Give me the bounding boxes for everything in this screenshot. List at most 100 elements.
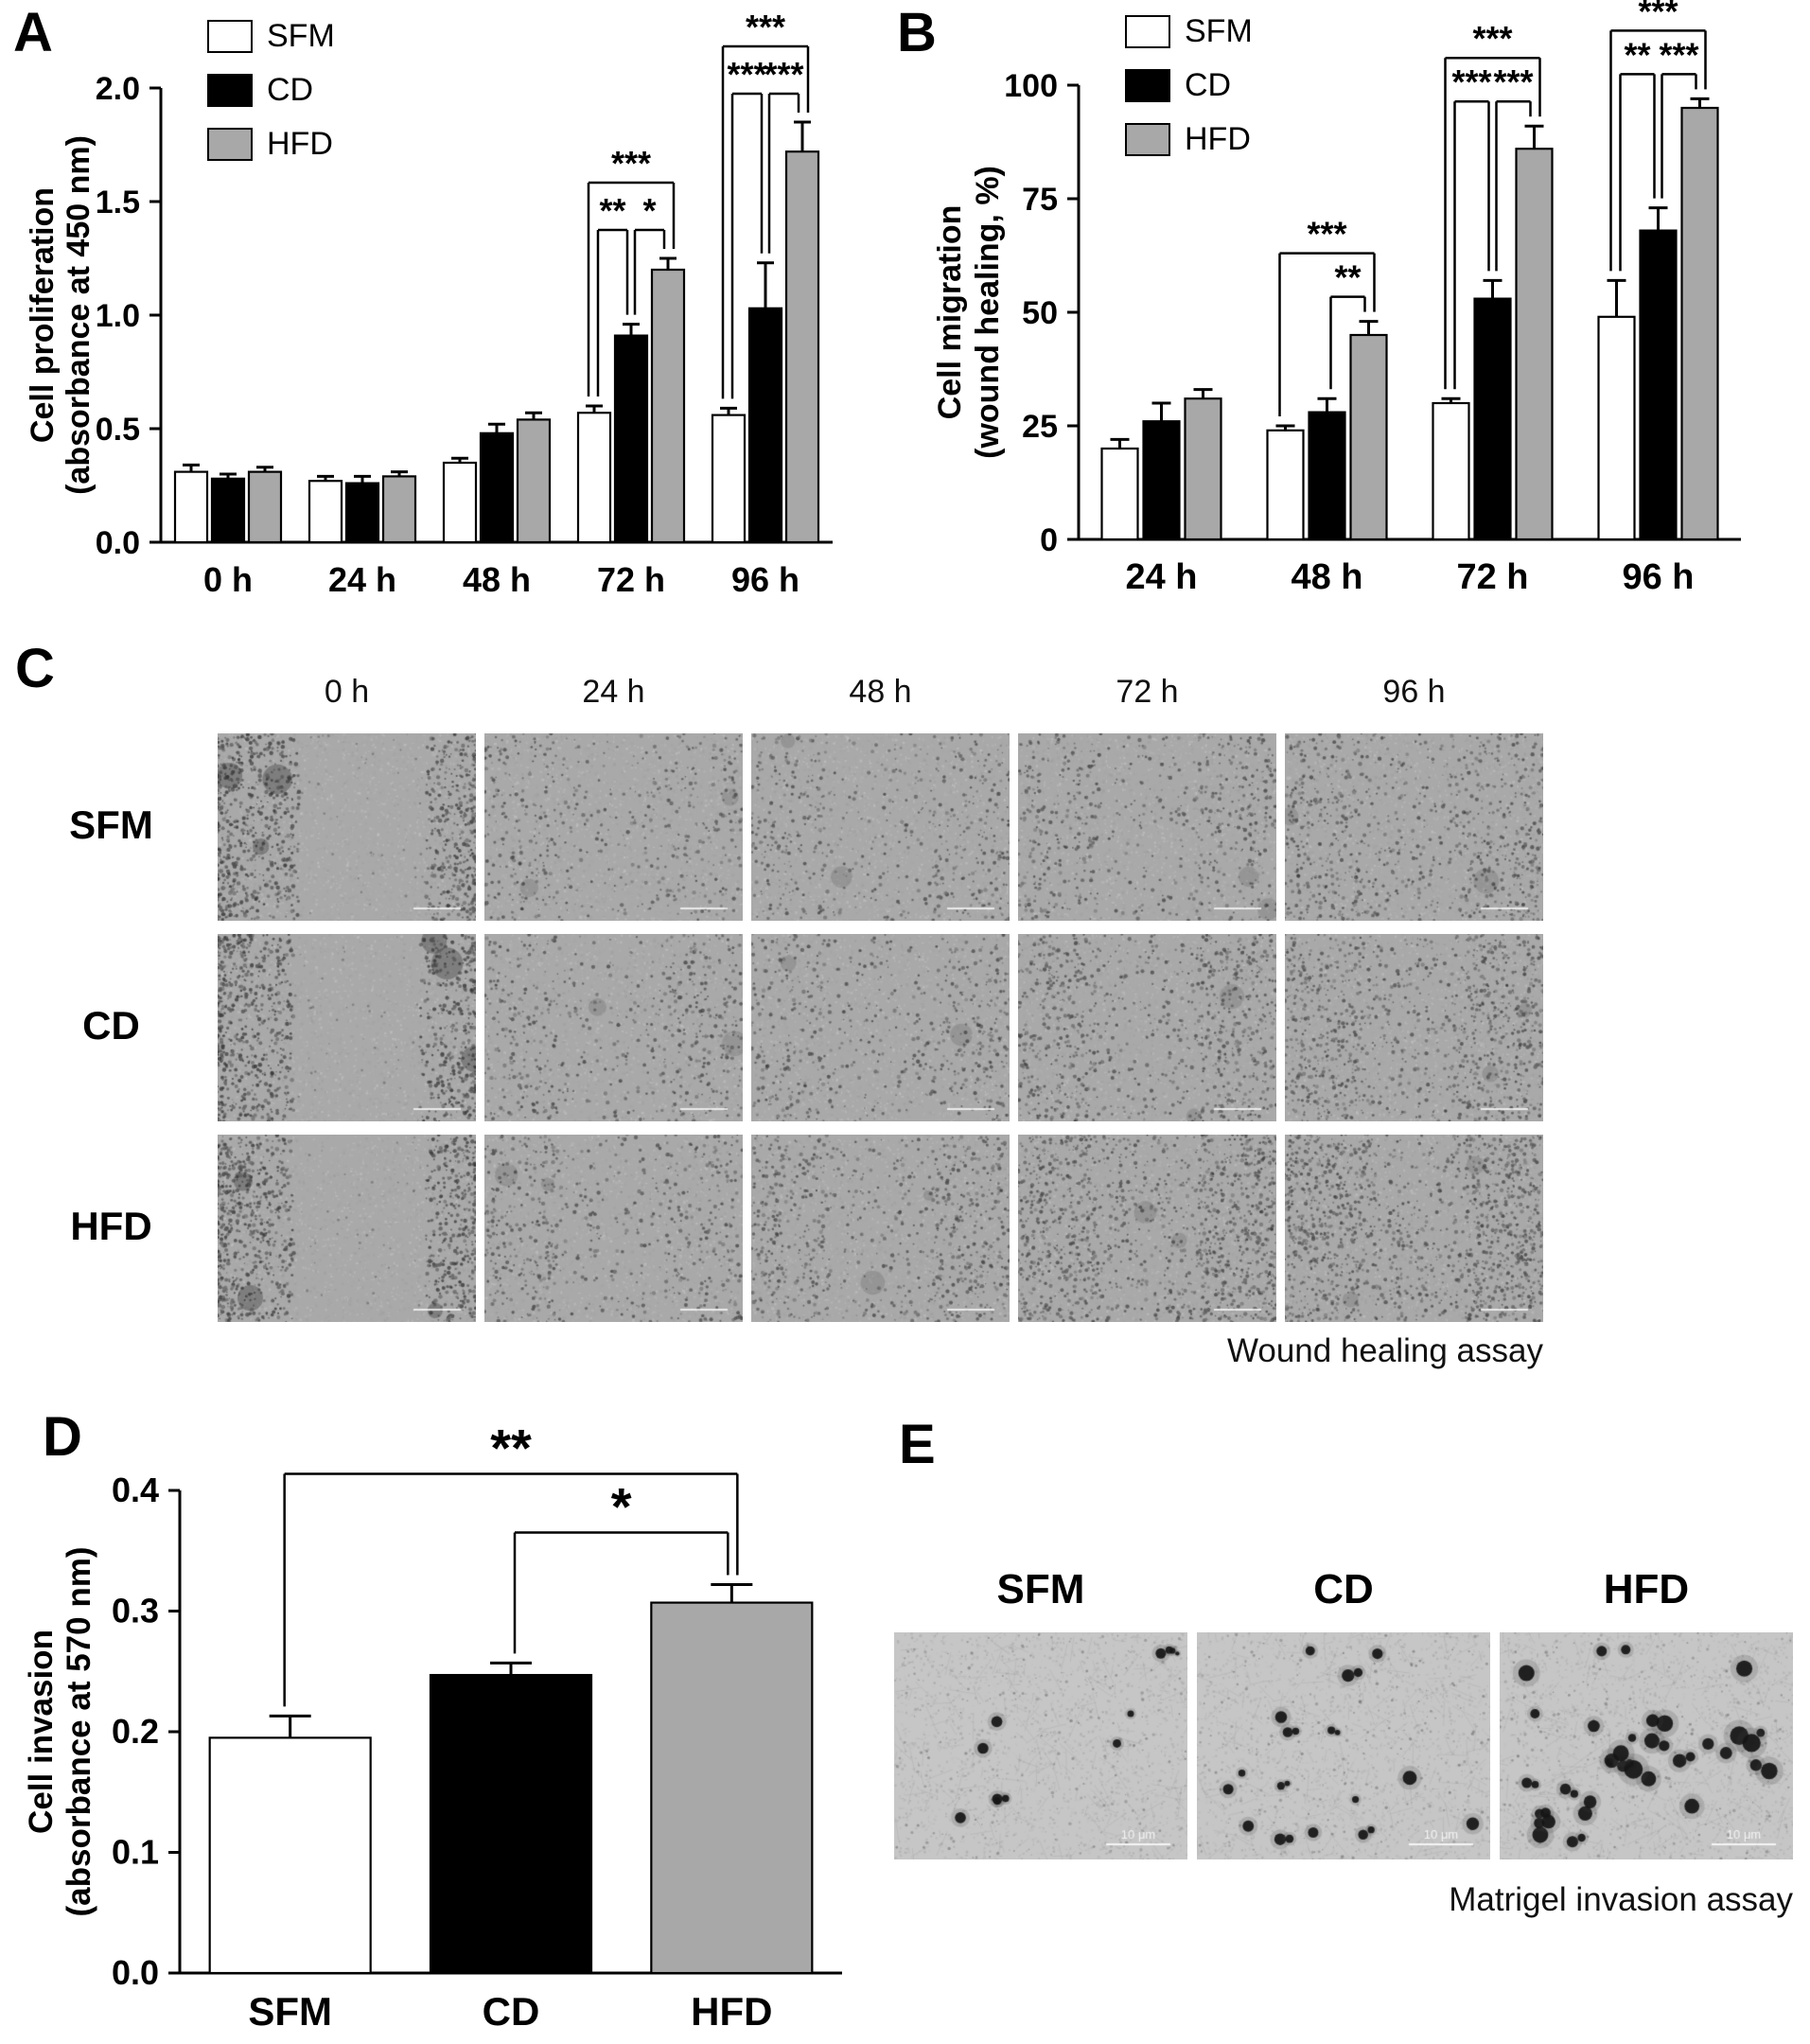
c-col-header-96h: 96 h (1382, 674, 1446, 710)
bar-CD (613, 334, 649, 544)
bar-CD (1639, 229, 1678, 541)
matrigel-invasion-caption: Matrigel invasion assay (1449, 1881, 1793, 1918)
c-col-header-0h: 0 h (324, 674, 370, 710)
wound-micrograph-CD-96h (1285, 934, 1543, 1121)
bar-HFD (650, 268, 686, 544)
x-tick-label: 72 h (597, 560, 665, 599)
c-col-header-48h: 48 h (849, 674, 912, 710)
x-tick-label: 0 h (203, 560, 253, 599)
y-tick-label: 25 (1022, 409, 1058, 445)
c-col-header-72h: 72 h (1116, 674, 1179, 710)
significance-label: *** (1659, 35, 1698, 74)
legend-label: SFM (1185, 13, 1253, 49)
significance-label: ** (490, 1418, 532, 1477)
y-axis-title: (absorbance at 570 nm) (61, 1547, 97, 1917)
c-row-label-cd: CD (82, 1003, 140, 1048)
legend-swatch-SFM (207, 20, 253, 53)
bar-CD (1142, 420, 1181, 541)
bar-SFM (208, 1736, 372, 1975)
x-tick-label: HFD (691, 1989, 772, 2034)
significance-label: *** (611, 144, 651, 183)
y-tick-label: 1.0 (96, 298, 140, 334)
significance-label: *** (1638, 0, 1678, 30)
significance-label: *** (1472, 19, 1512, 58)
bar-CD (1308, 411, 1346, 541)
wound-micrograph-CD-72h (1018, 934, 1276, 1121)
significance-label: *** (727, 55, 766, 94)
wound-micrograph-HFD-24h (484, 1135, 743, 1322)
legend-swatch-SFM (1125, 15, 1170, 48)
y-tick-label: 0.0 (112, 1953, 159, 1992)
e-col-label-hfd: HFD (1603, 1566, 1690, 1612)
y-axis-title: Cell migration (932, 205, 968, 420)
bar-SFM (1597, 315, 1636, 541)
panel-a-label: A (13, 2, 53, 63)
panel-b-label: B (897, 2, 937, 63)
bar-HFD (1349, 333, 1388, 541)
significance-label: * (611, 1476, 632, 1536)
significance-label: ** (599, 191, 625, 230)
y-tick-label: 100 (1004, 68, 1058, 104)
x-tick-label: 24 h (328, 560, 396, 599)
significance-label: ** (1334, 258, 1361, 297)
c-row-label-sfm: SFM (69, 802, 153, 847)
wound-micrograph-SFM-96h (1285, 733, 1543, 921)
panel-d-label: D (43, 1406, 82, 1468)
legend-label: CD (1185, 67, 1231, 103)
y-tick-label: 0 (1040, 522, 1058, 558)
x-tick-label: 48 h (1291, 557, 1362, 597)
bar-HFD (1680, 106, 1719, 541)
legend-label: CD (267, 72, 313, 108)
y-axis-title: Cell proliferation (25, 187, 61, 443)
bar-HFD (784, 150, 820, 544)
y-tick-label: 75 (1022, 182, 1058, 218)
bar-CD (344, 482, 380, 544)
bar-CD (210, 477, 246, 544)
y-axis-title: (wound healing, %) (970, 166, 1006, 459)
e-col-label-sfm: SFM (996, 1566, 1085, 1612)
wound-micrograph-HFD-72h (1018, 1135, 1276, 1322)
significance-label: * (642, 191, 656, 230)
significance-label: *** (1451, 62, 1491, 101)
wound-micrograph-CD-48h (751, 934, 1010, 1121)
bar-SFM (1100, 447, 1139, 541)
legend-swatch-CD (1125, 69, 1170, 102)
y-axis-title: (absorbance at 450 nm) (61, 135, 97, 495)
y-tick-label: 1.5 (96, 185, 140, 220)
bar-SFM (576, 412, 612, 544)
wound-micrograph-CD-24h (484, 934, 743, 1121)
wound-micrograph-SFM-24h (484, 733, 743, 921)
y-tick-label: 0.5 (96, 412, 140, 448)
bar-CD (747, 307, 783, 544)
wound-micrograph-HFD-96h (1285, 1135, 1543, 1322)
x-tick-label: 72 h (1456, 557, 1528, 597)
invasion-micrograph-HFD (1500, 1632, 1793, 1859)
x-tick-label: CD (483, 1989, 540, 2034)
wound-micrograph-SFM-0h (218, 733, 476, 921)
panel-c-label: C (15, 638, 55, 699)
bar-CD (429, 1673, 593, 1975)
legend-swatch-HFD (207, 128, 253, 161)
legend-label: HFD (1185, 121, 1251, 157)
y-tick-label: 0.0 (96, 525, 140, 561)
y-tick-label: 0.1 (112, 1833, 159, 1872)
y-tick-label: 2.0 (96, 71, 140, 107)
x-tick-label: 48 h (463, 560, 531, 599)
x-tick-label: SFM (248, 1989, 332, 2034)
bar-SFM (711, 414, 747, 544)
x-tick-label: 96 h (1622, 557, 1694, 597)
legend-swatch-CD (207, 74, 253, 107)
wound-micrograph-SFM-48h (751, 733, 1010, 921)
bar-SFM (442, 461, 478, 544)
bar-HFD (247, 470, 283, 544)
bar-SFM (1432, 401, 1470, 541)
invasion-micrograph-SFM (894, 1632, 1187, 1859)
legend-swatch-HFD (1125, 123, 1170, 156)
bar-HFD (516, 418, 552, 544)
e-col-label-cd: CD (1313, 1566, 1374, 1612)
bar-SFM (1266, 429, 1305, 541)
invasion-micrograph-CD (1197, 1632, 1490, 1859)
wound-healing-caption: Wound healing assay (1226, 1332, 1543, 1369)
